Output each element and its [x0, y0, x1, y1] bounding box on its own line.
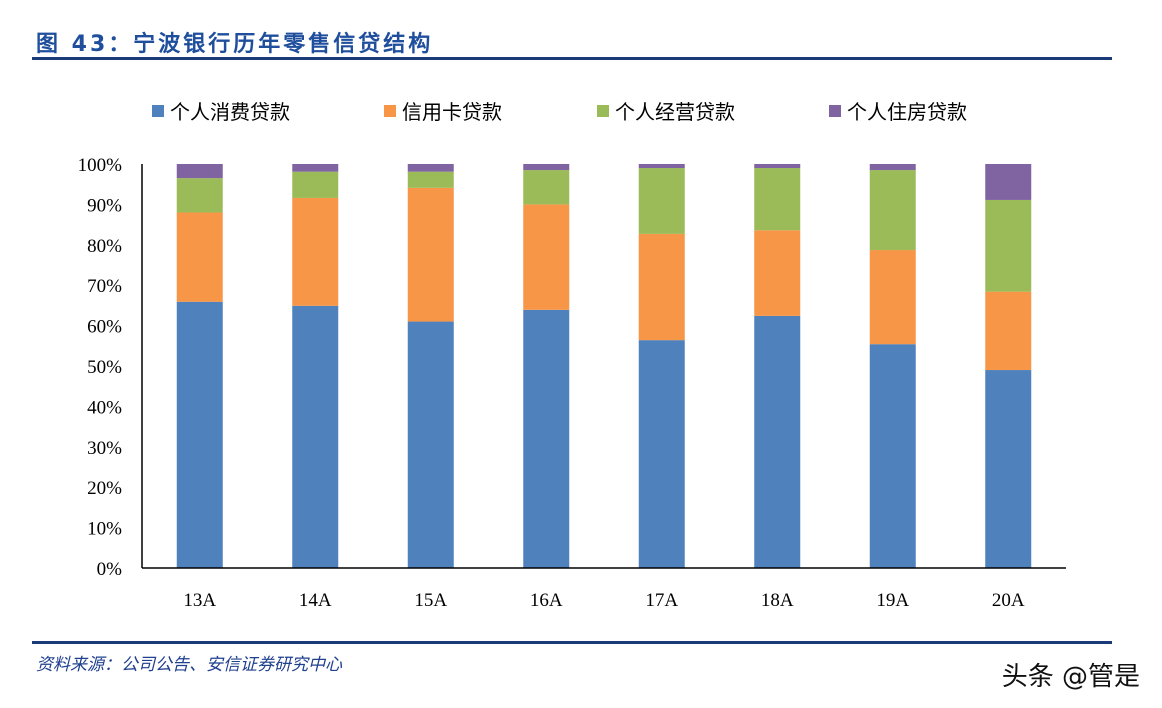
bar-segment: [985, 199, 1032, 292]
bar-segment: [754, 168, 801, 231]
footer-rule: [32, 641, 1112, 644]
bar-segment: [292, 171, 339, 198]
y-tick-label: 10%: [87, 519, 122, 540]
bar-segment: [638, 168, 685, 234]
bar-segment: [638, 233, 685, 341]
bar-segment: [985, 291, 1032, 371]
bar-segment: [407, 321, 454, 568]
bar-segment: [985, 164, 1032, 200]
figure-title: 图 43：宁波银行历年零售信贷结构: [36, 32, 434, 57]
bar-segment: [523, 309, 570, 568]
legend-label: 个人住房贷款: [847, 100, 967, 124]
bar-segment: [869, 250, 916, 345]
title-rule: [32, 57, 1112, 60]
y-tick-label: 0%: [97, 559, 123, 580]
y-tick-label: 80%: [87, 236, 122, 257]
legend-swatch: [597, 105, 609, 117]
y-tick-label: 30%: [87, 438, 122, 459]
stacked-bar-chart: 个人消费贷款 信用卡贷款 个人经营贷款 个人住房贷款 13A 14A 15A 16A 17A 18…: [78, 100, 1066, 611]
bar-segment: [407, 164, 454, 172]
bar-segment: [869, 164, 916, 171]
bar-segment: [754, 164, 801, 169]
legend-swatch: [384, 105, 396, 117]
y-tick-label: 40%: [87, 397, 122, 418]
y-tick-label: 50%: [87, 357, 122, 378]
x-tick-label: 16A: [530, 590, 563, 611]
x-tick-label: 13A: [183, 590, 216, 611]
x-tick-label: 18A: [761, 590, 794, 611]
bar-segment: [292, 164, 339, 172]
bar-segment: [869, 344, 916, 568]
bar-segment: [523, 204, 570, 310]
bar-segment: [176, 212, 223, 302]
legend-label: 个人经营贷款: [615, 100, 735, 124]
legend-swatch: [829, 105, 841, 117]
bar-segment: [638, 164, 685, 169]
bar-segment: [176, 301, 223, 568]
bar-segment: [985, 370, 1032, 568]
bar-segment: [523, 170, 570, 205]
legend-label: 个人消费贷款: [170, 100, 290, 124]
watermark: 头条 @管是: [1001, 662, 1140, 692]
legend-swatch: [152, 105, 164, 117]
source-note: 资料来源：公司公告、安信证券研究中心: [36, 655, 342, 675]
y-tick-label: 70%: [87, 276, 122, 297]
x-tick-label: 14A: [299, 590, 332, 611]
x-tick-label: 20A: [992, 590, 1025, 611]
bar-segment: [292, 197, 339, 306]
x-tick-label: 19A: [876, 590, 909, 611]
x-tick-label: 15A: [414, 590, 447, 611]
y-tick-label: 100%: [78, 155, 123, 176]
y-tick-label: 90%: [87, 195, 122, 216]
y-tick-label: 20%: [87, 478, 122, 499]
bar-segment: [638, 340, 685, 568]
bar-segment: [754, 315, 801, 568]
bar-segment: [407, 171, 454, 188]
bar-segment: [523, 164, 570, 171]
x-tick-label: 17A: [645, 590, 678, 611]
bar-segment: [292, 305, 339, 568]
bar-segment: [407, 187, 454, 322]
bar-segment: [754, 230, 801, 316]
bar-segment: [176, 164, 223, 179]
bar-segment: [176, 178, 223, 213]
bar-segment: [869, 170, 916, 251]
y-tick-label: 60%: [87, 317, 122, 338]
legend-label: 信用卡贷款: [402, 100, 502, 124]
